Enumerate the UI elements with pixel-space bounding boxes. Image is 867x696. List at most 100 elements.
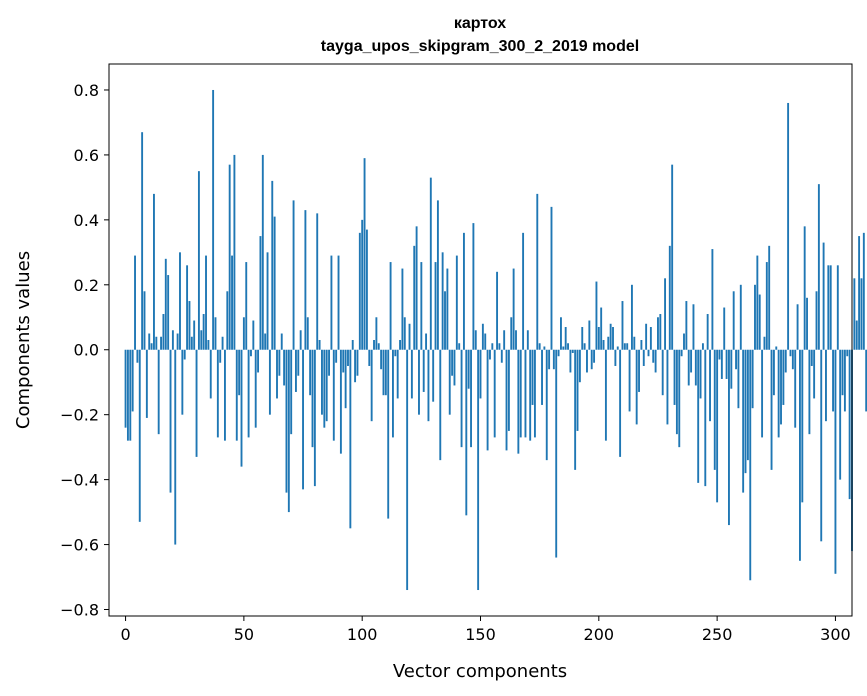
bar-190 <box>574 349 577 470</box>
bar-113 <box>392 349 394 438</box>
bar-145 <box>467 349 470 389</box>
bar-157 <box>496 271 499 350</box>
bar-216 <box>635 349 638 425</box>
bar-73 <box>297 349 300 376</box>
x-tick-label: 50 <box>234 625 254 644</box>
bar-243 <box>699 349 702 399</box>
bar-52 <box>247 349 250 438</box>
bar-8 <box>143 291 146 350</box>
bar-274 <box>772 349 775 396</box>
bar-45 <box>231 255 233 350</box>
bar-278 <box>782 349 785 405</box>
bar-53 <box>250 349 252 357</box>
bar-81 <box>316 213 319 350</box>
bar-13 <box>155 336 158 350</box>
bar-178 <box>545 349 548 461</box>
bar-12 <box>153 193 155 350</box>
x-axis-label: Vector components <box>393 661 567 682</box>
bar-303 <box>841 349 844 396</box>
bar-74 <box>299 330 302 350</box>
bar-87 <box>330 255 333 350</box>
bar-68 <box>285 349 288 493</box>
bar-244 <box>701 343 704 350</box>
bar-105 <box>373 340 375 350</box>
bar-41 <box>221 336 224 350</box>
bar-106 <box>375 317 378 350</box>
bar-93 <box>344 349 347 409</box>
bar-1 <box>126 349 129 441</box>
bar-43 <box>226 291 229 350</box>
bar-18 <box>167 275 170 350</box>
bar-129 <box>429 177 432 350</box>
bar-148 <box>474 330 477 350</box>
bar-26 <box>186 265 189 350</box>
bar-229 <box>666 349 669 425</box>
bar-109 <box>382 349 385 396</box>
bar-17 <box>164 258 167 350</box>
bar-16 <box>162 314 165 350</box>
bar-177 <box>543 346 546 350</box>
bar-233 <box>675 349 678 435</box>
bar-36 <box>209 349 212 399</box>
bar-166 <box>517 349 520 454</box>
bar-116 <box>399 340 401 350</box>
bar-219 <box>642 349 645 366</box>
bar-196 <box>588 320 591 350</box>
bar-283 <box>794 349 797 428</box>
bar-96 <box>351 340 354 350</box>
bar-203 <box>604 349 607 441</box>
bar-286 <box>801 349 804 503</box>
bar-22 <box>176 333 179 350</box>
bar-32 <box>200 330 203 350</box>
bar-193 <box>581 327 584 350</box>
bar-239 <box>690 349 693 373</box>
x-tick-label: 100 <box>347 625 378 644</box>
bar-35 <box>207 340 210 350</box>
bar-103 <box>368 349 371 366</box>
bar-75 <box>302 349 304 490</box>
bar-127 <box>425 333 428 350</box>
bar-24 <box>181 349 184 415</box>
bar-292 <box>815 291 818 350</box>
bar-7 <box>141 132 144 350</box>
bar-143 <box>462 232 465 350</box>
bar-99 <box>358 232 361 350</box>
bar-184 <box>560 317 562 350</box>
bar-55 <box>254 349 257 428</box>
y-tick-label: 0.4 <box>74 211 99 230</box>
y-tick-label: 0.6 <box>74 146 99 165</box>
bar-201 <box>600 307 603 350</box>
bar-242 <box>697 349 700 483</box>
bar-267 <box>756 255 759 350</box>
y-tick-label: 0.8 <box>74 81 99 100</box>
bar-225 <box>657 317 659 350</box>
bar-70 <box>290 349 293 435</box>
bar-251 <box>718 349 721 360</box>
bar-2 <box>129 349 132 441</box>
bar-67 <box>283 349 286 386</box>
bar-231 <box>671 164 674 350</box>
bar-10 <box>148 333 151 350</box>
bar-269 <box>761 349 764 438</box>
bar-261 <box>742 349 745 493</box>
bar-290 <box>810 349 813 366</box>
bar-39 <box>216 349 219 438</box>
bar-62 <box>271 180 274 350</box>
bar-111 <box>387 349 390 519</box>
bar-28 <box>190 336 193 350</box>
bar-series <box>124 89 867 591</box>
bar-123 <box>415 226 418 350</box>
bar-210 <box>621 301 624 350</box>
bar-220 <box>645 323 648 350</box>
bar-183 <box>557 349 560 357</box>
bar-235 <box>680 349 683 357</box>
bar-104 <box>370 349 373 422</box>
y-tick-label: −0.8 <box>60 601 99 620</box>
bar-250 <box>716 349 719 503</box>
bar-33 <box>202 314 205 350</box>
bar-21 <box>174 349 177 545</box>
y-tick-label: 0.2 <box>74 276 99 295</box>
bar-245 <box>704 349 707 487</box>
bar-34 <box>205 255 207 350</box>
bar-304 <box>843 349 846 412</box>
